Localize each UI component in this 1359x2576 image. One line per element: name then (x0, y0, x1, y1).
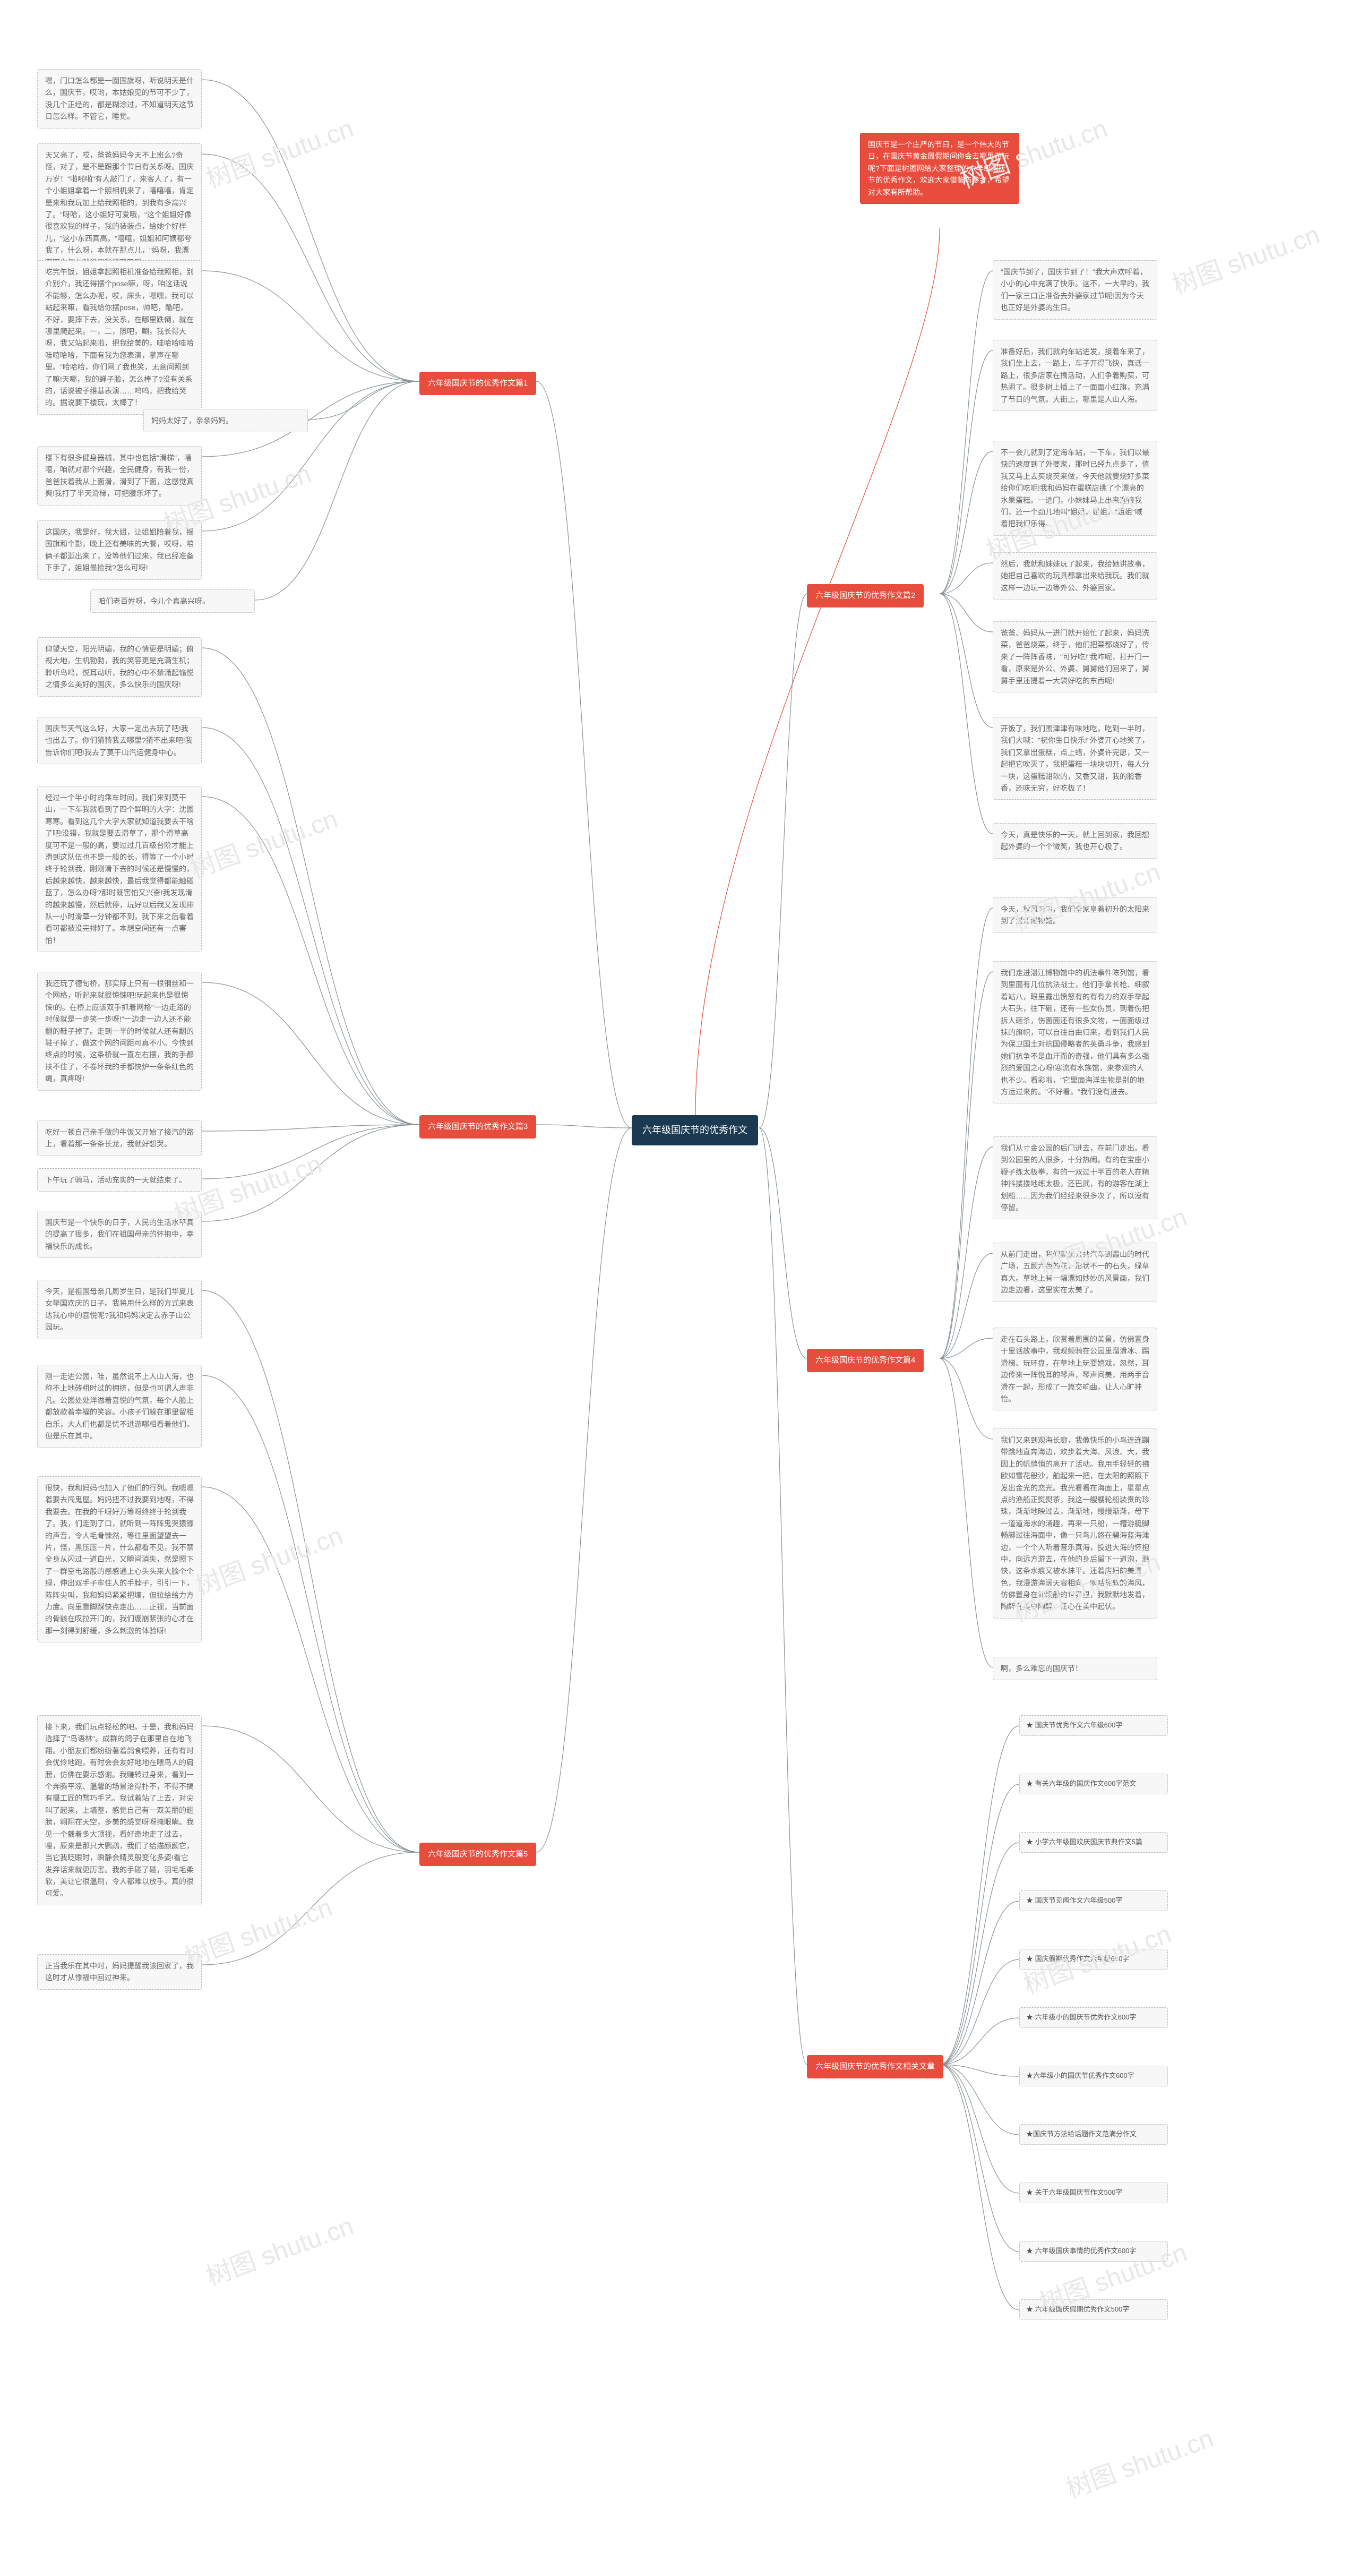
leaf-paragraph: 下午玩了骑马，活动充实的一天就结束了。 (37, 1168, 202, 1192)
leaf-paragraph: 我还玩了德旬桥，那实际上只有一根钢丝和一个网格，听起来就很惊悚吧!玩起来也是很惊… (37, 972, 202, 1091)
related-link[interactable]: ★六年级小的国庆节优秀作文600字 (1019, 2066, 1168, 2086)
leaf-paragraph: 国庆节天气这么好，大家一定出去玩了吧!我也出去了。你们猜猜我去哪里?猜不出来吧!… (37, 717, 202, 764)
branch-b6: 六年级国庆节的优秀作文相关文章 (807, 2055, 943, 2078)
leaf-paragraph: 我们从寸金公园的后门进去，在前门走出。看到公园里的人很多，十分热闹。有的在宝座小… (993, 1136, 1157, 1219)
leaf-paragraph: 刚一走进公园，哇，虽然说不上人山人海，也称不上地砖粗时过的拥挤，但是也可谓人声非… (37, 1365, 202, 1448)
branch-b5: 六年级国庆节的优秀作文篇5 (419, 1843, 536, 1866)
leaf-paragraph: 开饭了，我们围津津有味地吃，吃到一半时，我们大喊："祝你生日快乐!"外婆开心地笑… (993, 717, 1157, 800)
branch-b2: 六年级国庆节的优秀作文篇2 (807, 584, 924, 607)
leaf-paragraph: "国庆节到了，国庆节到了！"我大声欢呼着，小小的心中充满了快乐。这不，一大早的，… (993, 260, 1157, 320)
leaf-paragraph: 经过一个半小时的乘车时间，我们来到莫干山，一下车我就看到了四个鲜明的大字：沈园寒… (37, 786, 202, 952)
branch-b3: 六年级国庆节的优秀作文篇3 (419, 1115, 536, 1139)
related-link[interactable]: ★ 关于六年级国庆节作文500字 (1019, 2183, 1168, 2203)
leaf-paragraph: 啊，多么难忘的国庆节！ (993, 1657, 1157, 1680)
leaf-paragraph: 我们又来到观海长廊，我像快乐的小鸟连连蹦带跳地直奔海边，欢步着大海、风浪、大，我… (993, 1428, 1157, 1619)
branch-b1: 六年级国庆节的优秀作文篇1 (419, 372, 536, 395)
leaf-paragraph: 嘿，门口怎么都是一圈国旗呀，听说明天是什么，国庆节，哎哟，本姑娘见的节可不少了，… (37, 69, 202, 129)
leaf-paragraph: 今天，是祖国母亲几周岁生日，是我们华夏儿女举国欢庆的日子。我将用什么样的方式来表… (37, 1280, 202, 1339)
leaf-paragraph: 接下来，我们玩点轻松的吧。于是，我和妈妈选择了"鸟语林"。成群的鸽子在那里自在地… (37, 1715, 202, 1905)
watermark-text: 树图 shutu.cn (1166, 213, 1324, 301)
leaf-paragraph: 走在石头路上，欣赏着周围的美景，仿佛置身于里话故事中，我观频骑在公园里溜滑冰、踢… (993, 1328, 1157, 1410)
watermark-text: 树图 shutu.cn (184, 798, 342, 885)
leaf-paragraph: 天又亮了，哎，爸爸妈妈今天不上班么?奇怪，对了，是不是跟那个节日有关系呀。国庆万… (37, 143, 202, 274)
related-link[interactable]: ★ 小学六年级国欢庆国庆节典作文5篇 (1019, 1832, 1168, 1853)
leaf-paragraph: 从前门走出，我们就坐公共汽车到霞山的时代广场，五颜六色的花，形状不一的石头，绿草… (993, 1243, 1157, 1302)
related-link[interactable]: ★ 六年级小的国庆节优秀作文600字 (1019, 2007, 1168, 2028)
watermark-text: 树图 shutu.cn (200, 107, 358, 195)
leaf-paragraph: 吃好一顿自己亲手做的牛饭又开始了接汽的路上，看着那一条条长龙，我就好想哭。 (37, 1120, 202, 1156)
leaf-paragraph: 爸爸、妈妈从一进门就开始忙了起来，妈妈洗菜，爸爸烧菜，终于，他们把菜都烧好了，传… (993, 621, 1157, 692)
leaf-paragraph: 吃完午饭，姐姐拿起照相机准备给我照相，别介别介，我还得摆个pose嘛，呀，咱这话… (37, 260, 202, 415)
leaf-paragraph: 正当我乐在其中时，妈妈提醒我该回家了，我这时才从悸福中回过神来。 (37, 1954, 202, 1990)
leaf-paragraph: 这国庆，我是好，我大姐，让姐姐陪着我，摇国旗和个影，晚上还有美味的大餐，哎呀，咱… (37, 520, 202, 580)
watermark-text: 树图 shutu.cn (1060, 2417, 1218, 2505)
leaf-paragraph: 不一会儿就到了定海车站，一下车，我们以最快的速度到了外婆家，那时已经九点多了，值… (993, 441, 1157, 536)
related-link[interactable]: ★ 有关六年级的国庆作文600字范文 (1019, 1774, 1168, 1794)
leaf-paragraph: 准备好后，我们就向车站进发，接着车来了，我们坐上去，一路上，车子开得飞快，真话一… (993, 340, 1157, 411)
leaf-paragraph: 今天，真是快乐的一天，就上回到家，我回想起外婆的一个个微笑，我也开心极了。 (993, 823, 1157, 859)
intro-text: 国庆节是一个庄严的节日，是一个伟大的节日，在国庆节黄金周假期间你会去哪里游玩呢?… (860, 133, 1019, 204)
leaf-paragraph: 咱们老百姓呀，今儿个真高兴呀。 (90, 589, 255, 613)
leaf-paragraph: 仰望天空，阳光明媚，我的心情更是明媚；俯视大地，生机勃勃，我的笑容更是充满生机；… (37, 637, 202, 697)
leaf-paragraph: 我们走进湛江博物馆中的机法事件陈列馆，看到里面有几位抗法战士，他们手拿长枪、细叙… (993, 961, 1157, 1103)
watermark-text: 树图 shutu.cn (200, 2205, 358, 2292)
leaf-paragraph: 今天，秋风习习，我们全家皇着初升的太阳来到了湛江博物馆。 (993, 897, 1157, 933)
leaf-paragraph: 妈妈太好了，亲亲妈妈。 (143, 409, 308, 432)
leaf-paragraph: 然后，我就和妹妹玩了起来，我给她讲故事，她把自己喜欢的玩具都拿出来给我玩。我们就… (993, 552, 1157, 600)
branch-b4: 六年级国庆节的优秀作文篇4 (807, 1349, 924, 1372)
leaf-paragraph: 国庆节是一个快乐的日子，人民的生活水平真的提高了很多，我们在祖国母亲的怀抱中，幸… (37, 1211, 202, 1258)
related-link[interactable]: ★ 国庆节见闻作文六年级500字 (1019, 1890, 1168, 1911)
center-title: 六年级国庆节的优秀作文 (632, 1115, 758, 1145)
watermark-text: 树图 shutu.cn (190, 1514, 347, 1602)
related-link[interactable]: ★ 国庆节优秀作文六年级600字 (1019, 1715, 1168, 1736)
related-link[interactable]: ★国庆节方法给话题作文范满分作文 (1019, 2124, 1168, 2145)
watermark-text: 树图 shutu.cn (179, 1886, 337, 1974)
leaf-paragraph: 很快，我和妈妈也加入了他们的行列。我嗯嗯着要去闯鬼屋。妈妈扭不过我要到地呀，不得… (37, 1476, 202, 1642)
related-link[interactable]: ★ 六年级国庆事情的优秀作文600字 (1019, 2241, 1168, 2262)
related-link[interactable]: ★ 国庆假期优秀作文六年级600字 (1019, 1949, 1168, 1970)
related-link[interactable]: ★ 六年级国庆假期优秀作文500字 (1019, 2299, 1168, 2320)
leaf-paragraph: 楼下有很多健身器械，其中也包括"滑梯"，嘻嘻，咱就对那个兴趣，全民健身，有我一份… (37, 446, 202, 506)
